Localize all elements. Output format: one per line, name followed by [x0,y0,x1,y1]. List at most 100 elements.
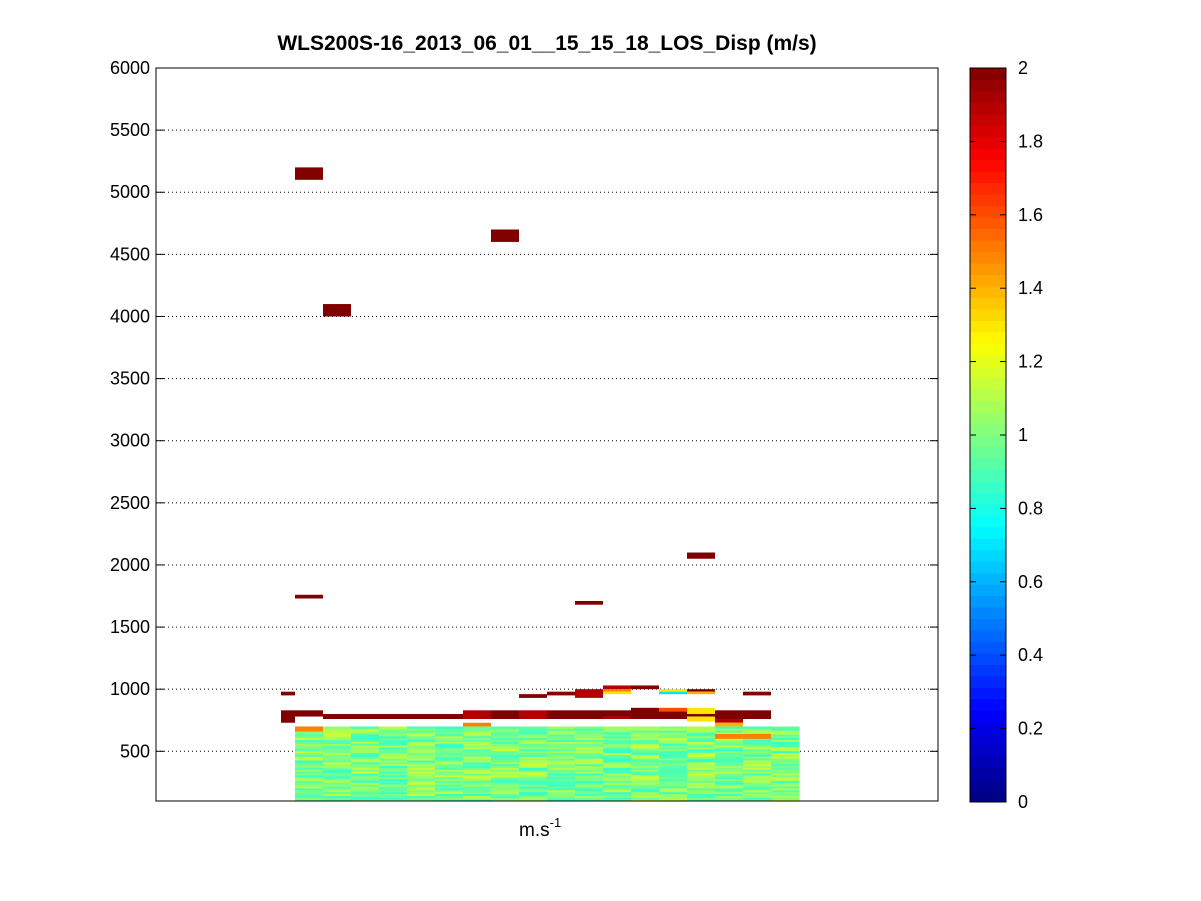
heatmap-cell [631,799,660,801]
heatmap-cell [575,795,604,798]
heatmap-cell [295,761,324,765]
heatmap-cell [407,754,436,757]
heatmap-cell [603,761,632,765]
heatmap-cell [603,716,631,720]
heatmap-cell [351,782,380,785]
heatmap-cell [519,787,548,791]
y-tick-label: 4500 [110,244,150,264]
heatmap-cell [379,745,408,748]
heatmap-cell [407,741,436,744]
heatmap-cell [715,789,744,793]
heatmap-cell [715,741,744,744]
heatmap-cell [743,758,772,761]
heatmap-cell [659,786,688,789]
heatmap-cell [379,797,408,800]
heatmap-cell [491,741,520,744]
heatmap-cell [351,771,380,774]
heatmap-cell [771,795,800,798]
heatmap-cell [715,786,744,789]
plot-area [156,68,938,801]
heatmap-cell [687,689,715,692]
heatmap-cell [659,774,688,778]
heatmap-cell [771,787,800,791]
heatmap-cell [435,730,464,733]
heatmap-cell [603,685,631,690]
heatmap-cell [407,771,436,774]
heatmap-cell [687,760,716,763]
heatmap-cell [687,756,716,759]
heatmap-cell [407,765,436,768]
colorbar-swatch [970,664,1006,677]
heatmap-cell [631,761,660,765]
heatmap-cell [771,782,800,785]
colorbar-swatch [970,515,1006,528]
heatmap-cell [295,797,324,800]
heatmap-cell [715,739,744,742]
heatmap-cell [407,745,436,748]
heatmap-cell [379,737,408,741]
heatmap-cell [491,743,520,746]
heatmap-cell [519,799,548,801]
heatmap-cell [631,767,660,770]
heatmap-cell [659,728,688,731]
heatmap-cell [547,767,576,770]
heatmap-cell [603,746,632,750]
heatmap-cell [547,791,576,795]
heatmap-cell [491,765,520,768]
heatmap-cell [659,795,688,798]
heatmap-cell [351,732,380,735]
heatmap-cell [743,745,772,748]
heatmap-cell [687,769,716,772]
heatmap-cell [687,780,716,783]
heatmap-cell [603,739,632,742]
heatmap-cell [631,756,660,759]
heatmap-cell [323,773,352,776]
heatmap-cell [575,787,604,791]
heatmap-cell [351,743,380,746]
heatmap-cell [351,754,380,757]
heatmap-cell [687,799,716,801]
heatmap-cell [659,765,688,768]
heatmap-cell [463,771,492,774]
heatmap-cell [519,778,548,782]
heatmap-cell [491,786,520,789]
heatmap-cell [463,787,492,791]
colorbar-swatch [970,480,1006,493]
heatmap-cell [435,760,464,763]
heatmap-cell [743,767,772,770]
heatmap-cell [323,793,352,796]
heatmap-cell [295,780,324,783]
heatmap-cell [771,773,800,776]
heatmap-cell [323,767,352,770]
heatmap-cell [379,786,408,789]
heatmap-cell [743,774,772,778]
heatmap-cell [743,786,772,789]
colorbar-swatch [970,217,1006,230]
colorbar-tick-label: 0.8 [1018,498,1043,518]
heatmap-cell [519,791,548,795]
heatmap-cell [687,716,715,722]
heatmap-cell [715,732,744,735]
colorbar-swatch [970,171,1006,184]
heatmap-cell [323,758,352,761]
heatmap-cell [687,735,716,739]
heatmap-cell [379,784,408,787]
heatmap-cell [379,743,408,746]
colorbar-swatch [970,182,1006,195]
heatmap-cell [575,799,604,801]
heatmap-cell [379,793,408,796]
heatmap-cell [351,752,380,755]
heatmap-cell [715,780,744,783]
heatmap-cell [743,773,772,776]
heatmap-cell [379,730,408,733]
heatmap-cell [631,707,659,720]
heatmap-cell [379,765,408,768]
heatmap-cell [295,726,323,732]
heatmap-cell [323,771,352,774]
heatmap-cell [519,752,548,755]
heatmap-cell [407,763,436,767]
colorbar-swatch [970,549,1006,562]
heatmap-cell [659,754,688,757]
heatmap-cell [743,728,772,731]
heatmap-cell [519,728,548,731]
